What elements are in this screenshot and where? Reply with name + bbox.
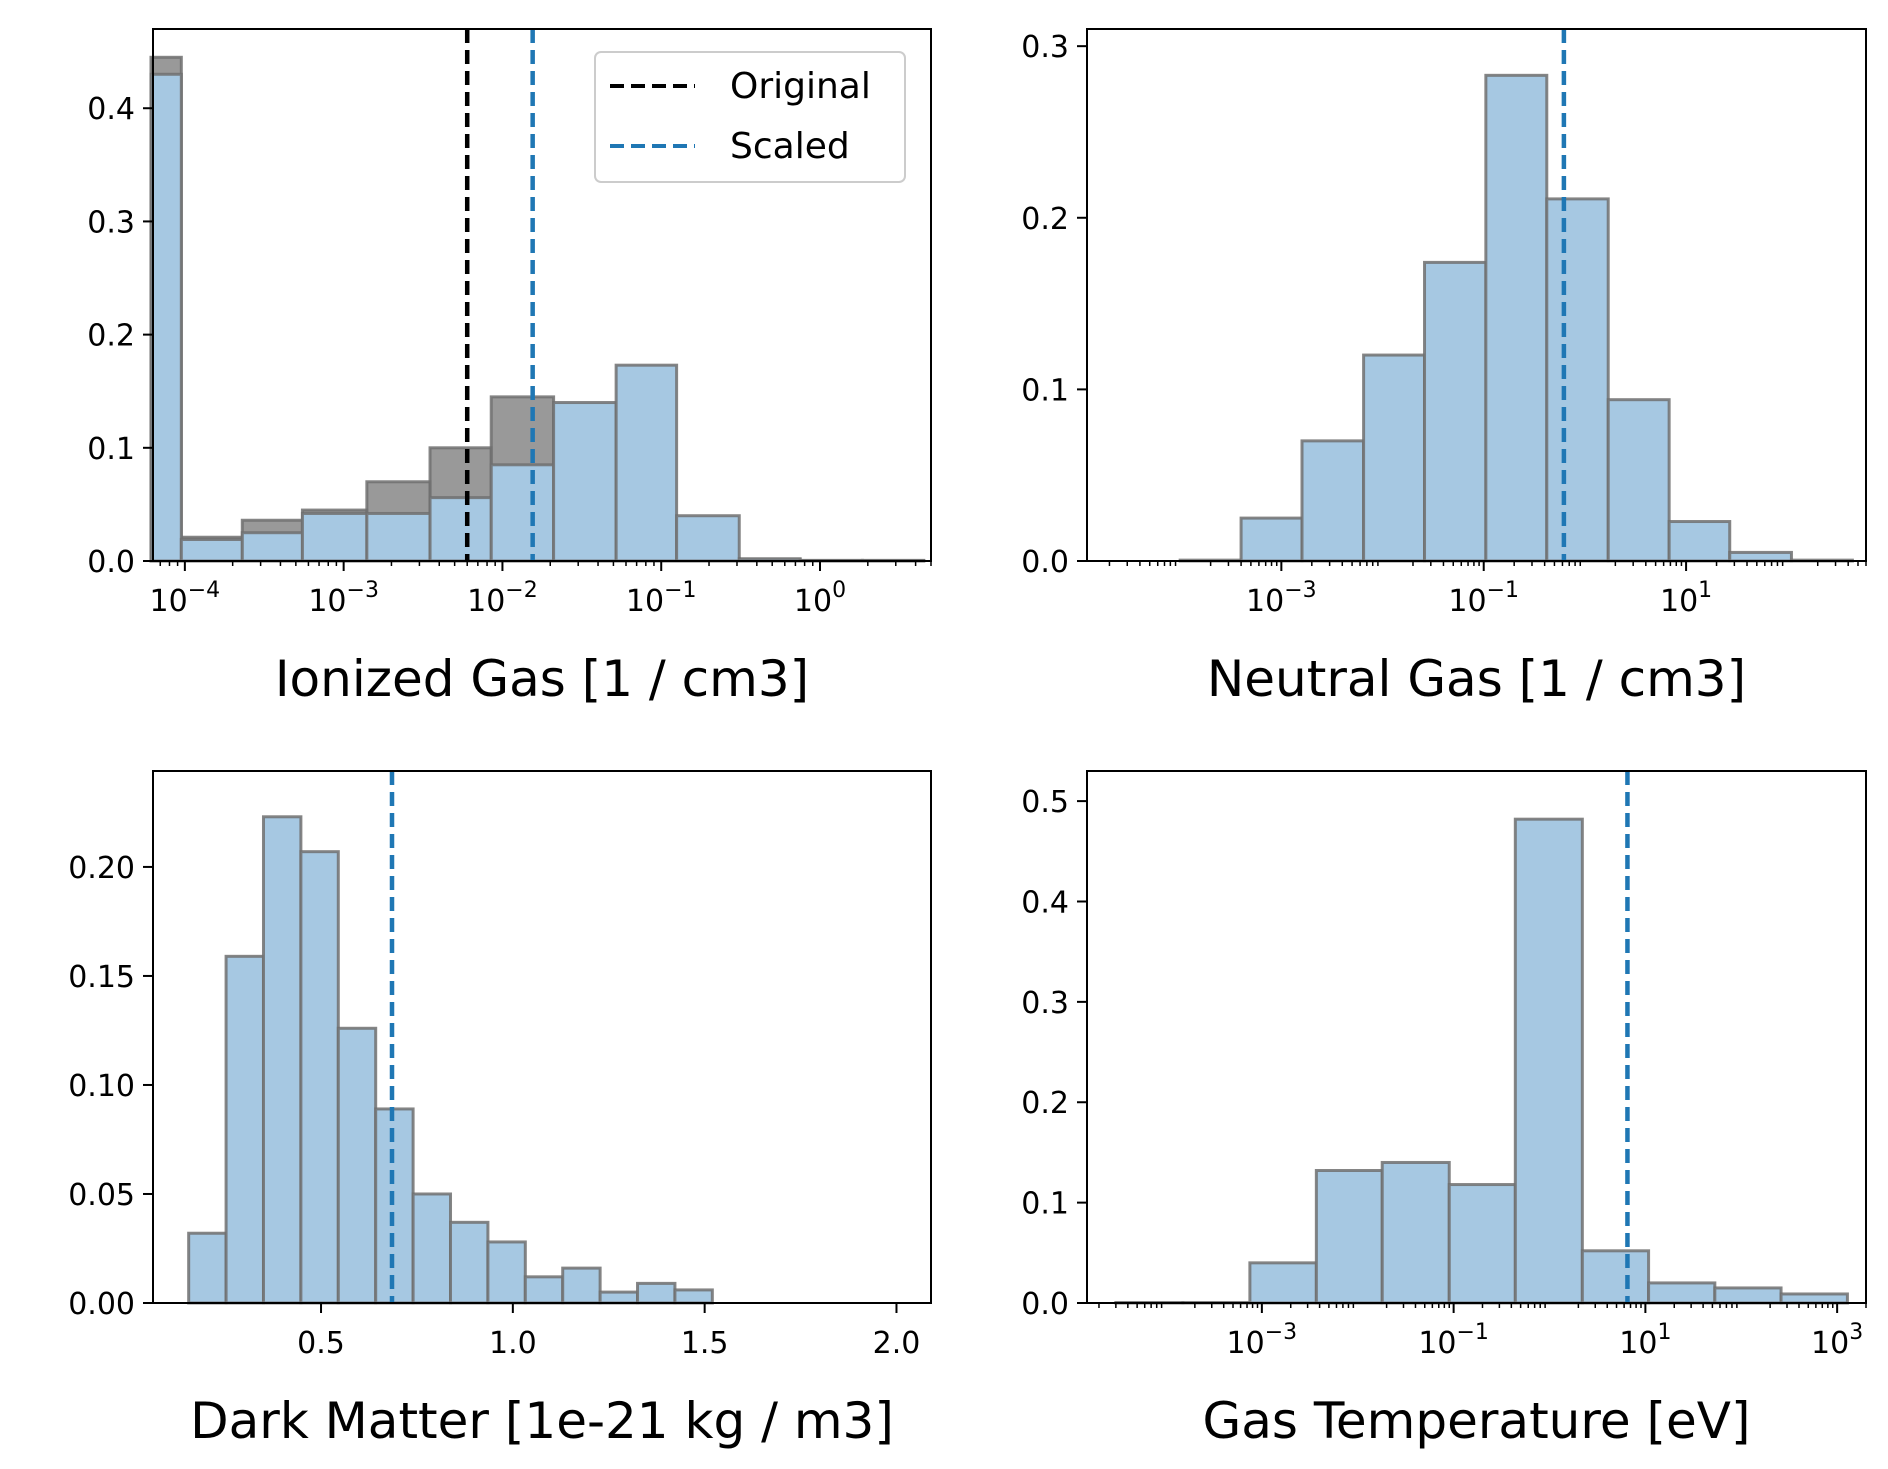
y-tick-label: 0.0	[1021, 545, 1069, 580]
bar-scaled	[1447, 1183, 1517, 1305]
x-tick-label: 100	[794, 578, 846, 619]
x-tick-label: 10−2	[467, 578, 538, 619]
bar-scaled	[1580, 1249, 1651, 1305]
legend-label-original: Original	[730, 66, 871, 107]
bar-scaled	[1667, 520, 1732, 563]
y-tick-label: 0.2	[1021, 1086, 1069, 1121]
bar-scaled	[486, 1240, 527, 1305]
x-tick-label: 10−3	[308, 578, 379, 619]
x-tick-label: 10−1	[626, 578, 697, 619]
y-tick-label: 0.4	[87, 92, 135, 127]
bar-scaled	[179, 537, 244, 563]
x-axis-label: Neutral Gas [1 / cm3]	[1207, 650, 1746, 708]
y-tick-label: 0.2	[1021, 202, 1069, 237]
x-axis-label: Ionized Gas [1 / cm3]	[275, 650, 809, 708]
y-tick-label: 0.10	[68, 1069, 135, 1104]
bar-scaled	[149, 72, 183, 563]
y-tick-label: 0.4	[1021, 885, 1069, 920]
legend: Original Scaled	[594, 51, 906, 183]
y-tick-label: 0.5	[1021, 785, 1069, 820]
bar-scaled	[1513, 817, 1584, 1305]
x-tick-label: 10−4	[150, 578, 221, 619]
bar-scaled	[1545, 197, 1610, 563]
x-tick-label: 10−1	[1448, 578, 1519, 619]
bar-scaled	[1362, 353, 1427, 563]
y-tick-label: 0.0	[87, 545, 135, 580]
bar-scaled	[1779, 1292, 1849, 1305]
y-tick-label: 0.1	[1021, 373, 1069, 408]
axes-frame	[152, 770, 932, 1304]
x-tick-label: 1.5	[681, 1326, 729, 1361]
axes-frame	[152, 28, 932, 562]
bar-scaled	[1380, 1160, 1451, 1305]
bar-scaled	[598, 1290, 640, 1305]
subplot-2: 0.0 0.1 0.2 0.3 10−3 10−1 101 Neutral Gas [1 / …	[1021, 28, 1867, 708]
bar-scaled	[411, 1192, 453, 1305]
x-tick-label: 101	[1660, 578, 1712, 619]
y-tick-label: 0.1	[87, 432, 135, 467]
legend-label-scaled: Scaled	[730, 126, 850, 167]
x-axis-label: Dark Matter [1e-21 kg / m3]	[190, 1392, 894, 1450]
subplot-3: 0.00 0.05 0.10 0.15 0.20 0.5 1.0 1.5 2.0 Dark Mat…	[68, 770, 932, 1450]
x-tick-label: 101	[1619, 1320, 1671, 1361]
bar-scaled	[240, 531, 304, 563]
bar-scaled	[1423, 260, 1488, 563]
y-tick-label: 0.3	[87, 205, 135, 240]
bar-scaled	[1239, 516, 1304, 563]
x-tick-label: 10−3	[1246, 578, 1317, 619]
x-tick-label: 1.0	[489, 1326, 537, 1361]
bar-scaled	[224, 954, 265, 1305]
bar-scaled	[299, 850, 340, 1305]
subplot-1: 0.0 0.1 0.2 0.3 0.4 10−4 10−3 10−2 10−1 100 Ionize…	[87, 28, 932, 708]
bar-scaled	[300, 511, 369, 563]
axes-frame	[1086, 28, 1867, 562]
axes-frame	[1086, 770, 1867, 1304]
x-tick-label: 103	[1811, 1320, 1863, 1361]
y-tick-label: 0.1	[1021, 1187, 1069, 1222]
bar-scaled	[552, 401, 618, 563]
x-axis-label: Gas Temperature [eV]	[1203, 1392, 1751, 1450]
bar-scaled	[675, 514, 741, 563]
subplot-4: 0.0 0.1 0.2 0.3 0.4 0.5 10−3 10−1 101 103 Gas Temp…	[1021, 770, 1867, 1450]
bar-scaled	[428, 496, 493, 563]
bar-scaled	[1647, 1281, 1717, 1305]
x-tick-label: 10−1	[1418, 1320, 1489, 1361]
y-tick-label: 0.0	[1021, 1287, 1069, 1322]
bar-scaled	[523, 1275, 565, 1305]
bar-scaled	[636, 1281, 677, 1305]
x-tick-label: 10−3	[1227, 1320, 1298, 1361]
bar-scaled	[449, 1220, 490, 1305]
y-tick-label: 0.20	[68, 851, 135, 886]
bar-scaled	[489, 463, 556, 563]
bar-scaled	[187, 1231, 228, 1305]
x-tick-label: 2.0	[873, 1326, 921, 1361]
y-tick-label: 0.3	[1021, 986, 1069, 1021]
bar-scaled	[1728, 550, 1793, 563]
y-tick-label: 0.3	[1021, 30, 1069, 65]
bar-scaled	[374, 1107, 415, 1305]
y-tick-label: 0.00	[68, 1287, 135, 1322]
bar-scaled	[1248, 1261, 1318, 1305]
y-tick-label: 0.15	[68, 960, 135, 995]
bar-scaled	[336, 1026, 378, 1305]
y-tick-label: 0.05	[68, 1178, 135, 1213]
bar-scaled	[614, 363, 679, 563]
bar-scaled	[1300, 439, 1366, 563]
bar-scaled	[673, 1288, 714, 1305]
x-tick-label: 0.5	[297, 1326, 345, 1361]
bar-scaled	[261, 815, 303, 1305]
bar-scaled	[1713, 1286, 1783, 1305]
legend-box	[594, 51, 906, 183]
bar-scaled	[1606, 398, 1671, 563]
bar-scaled	[1314, 1169, 1384, 1305]
y-tick-label: 0.2	[87, 319, 135, 354]
bar-scaled	[365, 511, 432, 563]
bar-scaled	[1484, 73, 1549, 563]
bar-scaled	[561, 1266, 602, 1305]
